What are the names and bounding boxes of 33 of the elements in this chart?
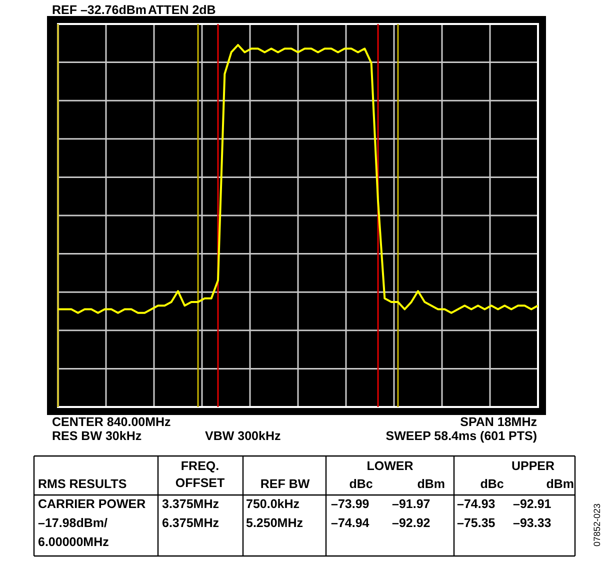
text: RMS RESULTS — [38, 477, 127, 491]
text: 07852-023 — [592, 503, 602, 547]
text: REF BW — [260, 477, 310, 491]
text: –17.98dBm/ — [38, 516, 108, 530]
text: –74.93 — [457, 497, 496, 511]
text: –93.33 — [513, 516, 552, 530]
text: OFFSET — [175, 476, 226, 490]
text: FREQ. — [180, 459, 220, 473]
text: –73.99 — [331, 497, 370, 511]
text: 5.250MHz — [246, 516, 303, 530]
chart-title: REF –32.76dBm — [52, 3, 146, 17]
text: dBm — [417, 477, 445, 491]
text: dBm — [546, 477, 574, 491]
text: RES BW 30kHz — [52, 429, 142, 443]
text: dBc — [349, 477, 373, 491]
text: –74.94 — [331, 516, 370, 530]
text: VBW 300kHz — [205, 429, 281, 443]
text: –75.35 — [457, 516, 496, 530]
text: –91.97 — [392, 497, 430, 511]
text: SPAN 18MHz — [460, 415, 537, 429]
text: CENTER 840.00MHz — [52, 415, 171, 429]
text: 750.0kHz — [246, 497, 300, 511]
text: LOWER — [366, 459, 414, 473]
text: SWEEP 58.4ms (601 PTS) — [386, 429, 537, 443]
text: 6.375MHz — [162, 516, 219, 530]
text: ATTEN 2dB — [148, 3, 216, 17]
text: CARRIER POWER — [38, 497, 146, 511]
text: –92.91 — [513, 497, 552, 511]
text: dBc — [480, 477, 504, 491]
text: UPPER — [511, 459, 555, 473]
text: –92.92 — [392, 516, 430, 530]
text: 3.375MHz — [162, 497, 219, 511]
text: 6.00000MHz — [38, 535, 109, 549]
